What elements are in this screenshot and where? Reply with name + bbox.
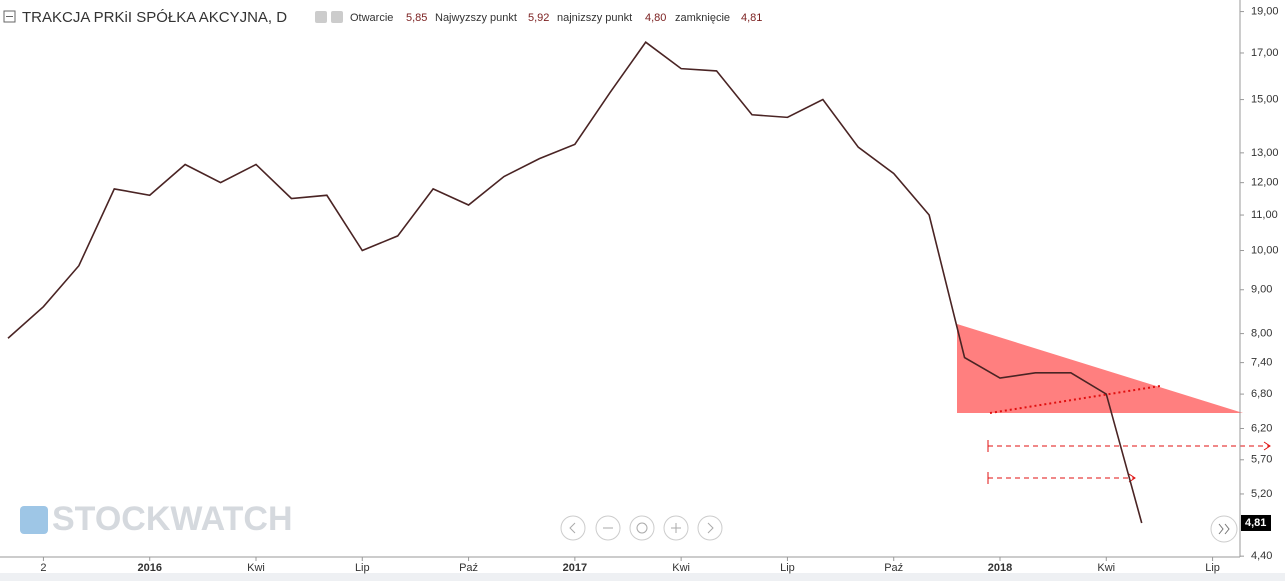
x-tick-label: Paź (884, 562, 903, 574)
last-price-box (1241, 514, 1271, 531)
y-tick-label: 4,40 (1251, 550, 1272, 562)
watermark: STOCKWATCH (52, 500, 293, 538)
y-tick-label: 19,00 (1251, 5, 1279, 17)
y-tick-label: 11,00 (1251, 209, 1278, 221)
x-tick-label: 2016 (137, 562, 161, 574)
y-tick-label: 13,00 (1251, 147, 1279, 159)
y-tick-label: 8,00 (1251, 327, 1272, 339)
x-tick-label: 2 (40, 562, 46, 574)
close-icon[interactable] (331, 11, 343, 23)
reset-glyph (636, 522, 648, 534)
y-tick-label: 6,80 (1251, 388, 1272, 400)
y-tick-label: 6,20 (1251, 422, 1272, 434)
high-label: Najwyzszy punkt (435, 12, 517, 24)
scroll-left-button[interactable] (560, 515, 586, 541)
x-tick-label: Kwi (1097, 562, 1115, 574)
reset-button[interactable] (629, 515, 655, 541)
x-tick-label: Lip (780, 562, 795, 574)
price-line (7, 41, 1143, 524)
x-tick-label: Kwi (247, 562, 265, 574)
support-line (989, 385, 1161, 414)
scrollbar[interactable] (0, 573, 1285, 581)
triangle-pattern (957, 324, 1243, 413)
scroll-right-button[interactable] (697, 515, 723, 541)
open-value: 5,85 (406, 12, 427, 24)
y-tick-label: 5,70 (1251, 454, 1272, 466)
control-glyphs (569, 522, 714, 534)
x-tick-label: Lip (1205, 562, 1220, 574)
y-tick-label: 5,20 (1251, 488, 1272, 500)
symbol-title: TRAKCJA PRKiI SPÓŁKA AKCYJNA, D (22, 9, 287, 26)
go-to-end-glyph (1218, 523, 1230, 535)
x-tick-label: 2018 (988, 562, 1012, 574)
x-tick-label: Lip (355, 562, 370, 574)
collapse-button[interactable] (3, 10, 16, 23)
y-tick-label: 12,00 (1251, 177, 1279, 189)
y-tick-label: 9,00 (1251, 284, 1272, 296)
arrow-head (1128, 441, 1271, 483)
low-label: najnizszy punkt (557, 12, 632, 24)
close-label: zamknięcie (675, 12, 730, 24)
zoom-controls (560, 515, 1238, 543)
y-tick-label: 10,00 (1251, 244, 1279, 256)
go-to-end-button[interactable] (1210, 515, 1238, 543)
x-tick-label: 2017 (563, 562, 587, 574)
y-tick-label: 17,00 (1251, 47, 1279, 59)
y-tick-label: 15,00 (1251, 93, 1279, 105)
open-label: Otwarcie (350, 12, 393, 24)
x-tick-label: Kwi (672, 562, 690, 574)
x-tick-label: Paź (459, 562, 478, 574)
y-tick-label: 7,40 (1251, 357, 1272, 369)
close-value: 4,81 (741, 12, 762, 24)
low-value: 4,80 (645, 12, 666, 24)
logo-icon (20, 506, 48, 534)
high-value: 5,92 (528, 12, 549, 24)
last-price-label: 4,81 (1245, 517, 1266, 529)
settings-icon[interactable] (315, 11, 327, 23)
